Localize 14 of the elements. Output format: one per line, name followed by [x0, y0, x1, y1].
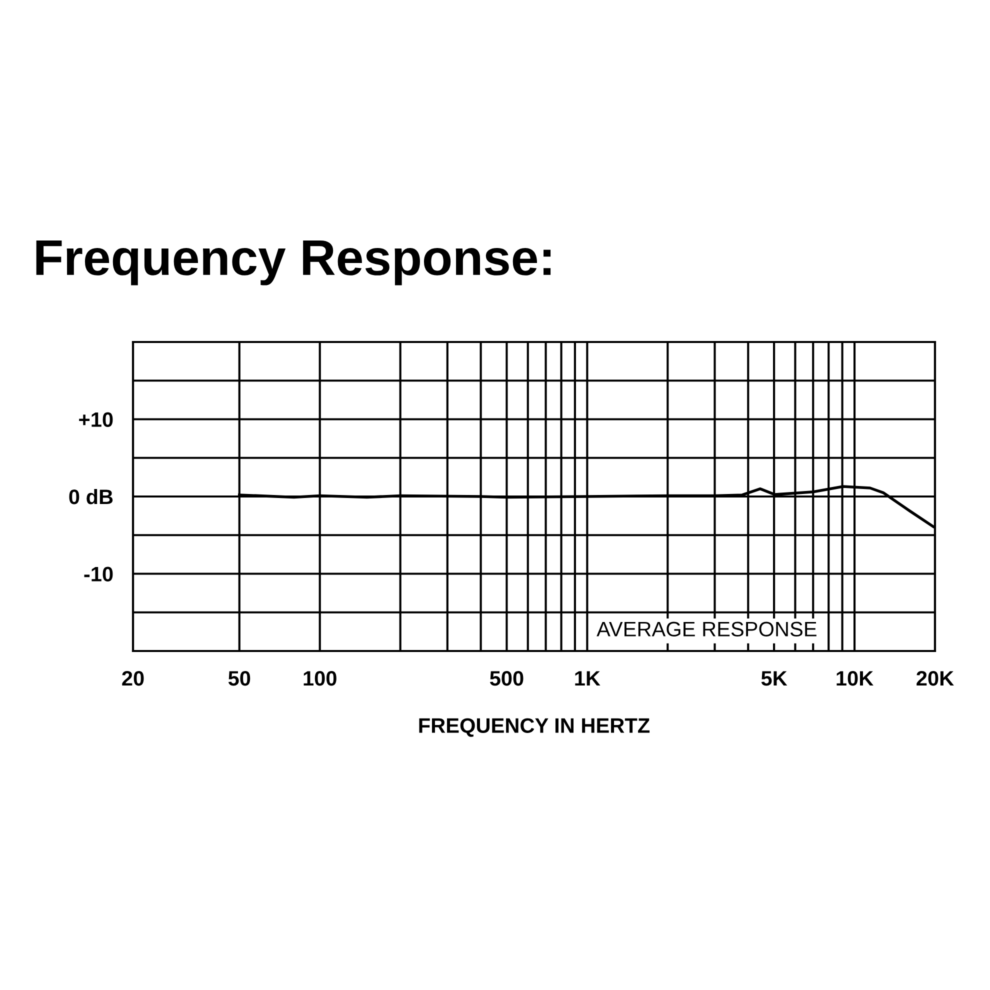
y-tick-label: -10: [84, 566, 113, 582]
x-axis-title: FREQUENCY IN HERTZ: [419, 718, 650, 737]
chart-title: Frequency Response:: [36, 240, 551, 286]
x-tick-label: 5K: [761, 671, 788, 686]
x-tick-label: 20K: [916, 670, 954, 686]
x-tick-label: 500: [490, 670, 524, 686]
y-tick-label: 0 dB: [69, 488, 113, 504]
x-tick-label: 50: [228, 670, 250, 686]
annotation: AVERAGE RESPONSE: [596, 622, 816, 637]
x-tick-label: 20: [122, 670, 144, 686]
x-tick-label: 100: [304, 670, 336, 686]
y-tick-label: +10: [79, 412, 113, 428]
x-tick-label: 1K: [575, 671, 600, 686]
x-tick-label: 10K: [836, 670, 874, 686]
